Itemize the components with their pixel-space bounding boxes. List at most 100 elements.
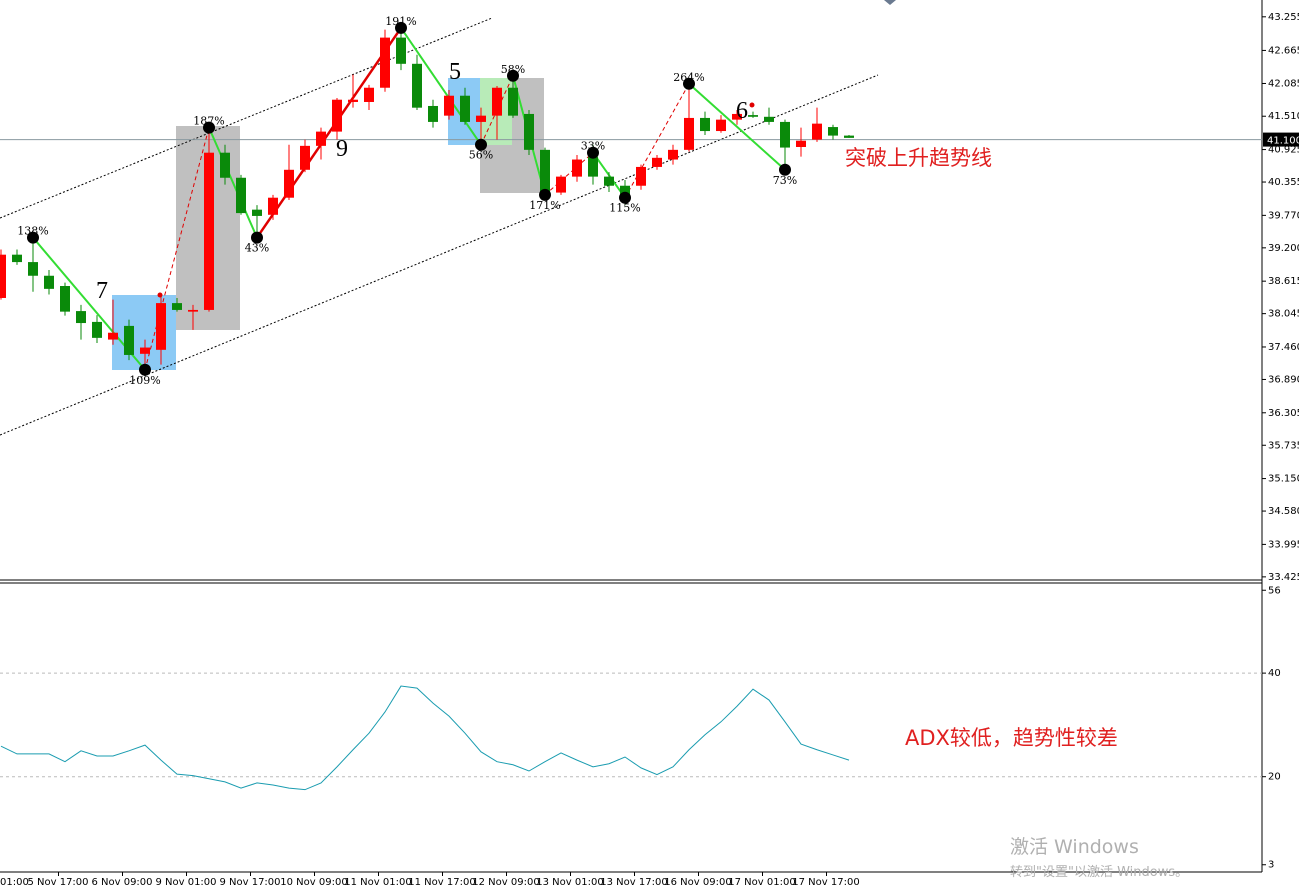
zigzag-pivot [251,231,263,244]
pivot-label: 109% [129,374,160,387]
candle-body [172,303,182,310]
pivot-label: 43% [245,242,269,255]
zigzag-leg [208,127,258,238]
annotation: 突破上升趋势线 [845,146,992,170]
candle-body [780,121,790,148]
candle-body [732,113,742,120]
pivot-label: 171% [529,199,560,212]
wave-label: 9 [336,136,348,162]
x-tick-label: 9 Nov 01:00 [155,877,216,888]
pivot-label: 73% [773,174,797,187]
y-tick-label: 39.200 [1268,243,1299,254]
zigzag-pivot [507,69,519,82]
candle-body [540,149,550,195]
candle-body [396,37,406,64]
zigzag-pivot [587,146,599,159]
y-tick-label: 43.255 [1268,12,1299,23]
y-tick-label: 40 [1268,668,1281,679]
signal-dot [157,292,163,298]
y-tick-label: 40.355 [1268,177,1299,188]
x-tick-label: 17 Nov 01:00 [728,877,795,888]
candle-body [652,157,662,167]
zigzag-leg [255,27,403,239]
candle-body [636,166,646,186]
candle-body [412,63,422,108]
candle-body [300,145,310,170]
zigzag-pivot [27,231,39,244]
candle-body [604,176,614,186]
candle-body [204,152,214,310]
candle-body [188,309,198,312]
watermark: 转到"设置"以激活 Windows。 [1010,865,1188,880]
candle-body [76,311,86,324]
candle-body [44,275,54,289]
zigzag-pivot [779,163,791,176]
x-tick-label: 17 Nov 17:00 [792,877,859,888]
candle-body [844,135,854,138]
zigzag-pivot [203,121,215,134]
pivot-label: 138% [17,225,48,238]
y-tick-label: 36.305 [1268,408,1299,419]
signal-dot [749,102,755,108]
wave-label: 6 [736,98,748,124]
y-tick-label: 33.425 [1268,572,1299,583]
y-tick-label: 20 [1268,772,1281,783]
candle-body [220,152,230,178]
y-tick-label: 39.770 [1268,210,1299,221]
candle-body [524,113,534,150]
channel-line [0,17,493,219]
x-tick-label: 9 Nov 17:00 [219,877,280,888]
y-tick-label: 37.460 [1268,342,1299,353]
pivot-label: 58% [501,63,525,76]
y-tick-label: 42.085 [1268,78,1299,89]
candle-body [348,99,358,102]
candle-body [508,87,518,116]
zigzag-leg [544,152,594,196]
zigzag-leg [688,83,786,171]
current-price-box [1263,132,1299,147]
pivot-label: 264% [673,71,704,84]
candle-body [460,95,470,122]
candle-body [380,37,390,88]
y-tick-label: 38.615 [1268,276,1299,287]
x-tick-label: 10 Nov 09:00 [280,877,347,888]
y-tick-label: 42.665 [1268,45,1299,56]
zigzag-pivot [395,21,407,34]
candle-body [316,131,326,146]
pattern-box [112,295,176,370]
y-tick-label: 41.510 [1268,111,1299,122]
zigzag-pivot [619,191,631,204]
candle-body [60,286,70,312]
candle-body [284,169,294,198]
adx-line [0,685,850,791]
zigzag-pivot [139,363,151,376]
candle-body [0,254,6,298]
candle-body [364,87,374,102]
pivot-label: 33% [581,140,605,153]
scroll-marker [884,0,896,5]
candle-body [12,254,22,263]
candle-body [444,95,454,116]
candle-body [620,185,630,197]
candle-body [28,262,38,276]
candle-body [492,87,502,116]
x-tick-label: 11 Nov 17:00 [408,877,475,888]
pivot-label: 187% [193,115,224,128]
candle-body [700,117,710,132]
candle-body [684,117,694,150]
pivot-label: 191% [385,15,416,28]
candle-body [748,115,758,117]
candle-body [268,197,278,215]
candle-body [572,159,582,177]
x-tick-label: 13 Nov 01:00 [536,877,603,888]
x-tick-label: 12 Nov 09:00 [472,877,539,888]
zigzag-leg [624,83,690,198]
x-tick-label: 16 Nov 09:00 [664,877,731,888]
candle-body [140,347,150,354]
candle-body [92,321,102,338]
marks: 43.255 42.665 42.085 41.510 40.925 40.355 39.7… [0,12,1299,888]
y-tick-label: 35.150 [1268,474,1299,485]
candle-body [428,105,438,122]
zigzag-pivot [539,188,551,201]
